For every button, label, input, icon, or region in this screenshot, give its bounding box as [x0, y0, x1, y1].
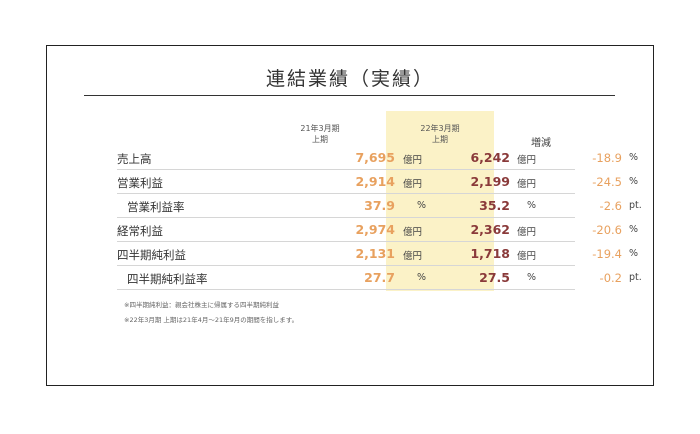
header-diff: 増減 — [531, 138, 551, 149]
prev-unit: 億円 — [403, 179, 423, 190]
diff-unit: % — [629, 248, 639, 259]
prev-value: 7,695 — [355, 150, 395, 165]
slide-frame: 連結業績（実績） 21年3月期 上期 22年3月期 上期 増減 売上高 7,69… — [46, 45, 654, 386]
prev-unit: % — [417, 200, 427, 211]
header-curr-year: 22年3月期 — [420, 124, 460, 133]
prev-value: 27.7 — [364, 270, 395, 285]
curr-value: 27.5 — [479, 270, 510, 285]
row-divider — [117, 217, 575, 218]
curr-unit: 億円 — [517, 179, 537, 190]
diff-unit: % — [629, 176, 639, 187]
diff-unit: pt. — [629, 200, 642, 211]
row-label: 営業利益 — [117, 176, 163, 190]
diff-unit: % — [629, 224, 639, 235]
curr-value: 35.2 — [479, 198, 510, 213]
diff-value: -0.2 — [599, 271, 622, 285]
curr-value: 2,362 — [470, 222, 510, 237]
diff-unit: % — [629, 152, 639, 163]
row-divider — [117, 289, 575, 290]
diff-value: -2.6 — [599, 199, 622, 213]
prev-value: 2,131 — [355, 246, 395, 261]
diff-unit: pt. — [629, 272, 642, 283]
diff-value: -18.9 — [592, 151, 622, 165]
header-prev-year: 21年3月期 — [300, 124, 340, 133]
row-divider — [117, 193, 575, 194]
row-label: 営業利益率 — [127, 200, 185, 214]
header-prev-half: 上期 — [312, 135, 328, 144]
row-divider — [117, 169, 575, 170]
row-divider — [117, 241, 575, 242]
curr-unit: % — [527, 200, 537, 211]
diff-value: -24.5 — [592, 175, 622, 189]
table-row: 四半期純利益 2,131 億円 1,718 億円 -19.4 % — [117, 244, 638, 266]
table-row: 営業利益 2,914 億円 2,199 億円 -24.5 % — [117, 172, 638, 194]
diff-value: -19.4 — [592, 247, 622, 261]
curr-unit: 億円 — [517, 227, 537, 238]
footnote: ※22年3月期 上期は21年4月～21年9月の期間を指します。 — [124, 316, 299, 324]
table-row: 四半期純利益率 27.7 % 27.5 % -0.2 pt. — [117, 268, 642, 290]
prev-unit: 億円 — [403, 251, 423, 262]
header-curr-period: 22年3月期 上期 — [395, 123, 485, 145]
prev-unit: 億円 — [403, 227, 423, 238]
title-underline — [84, 95, 615, 96]
row-label: 経常利益 — [117, 224, 163, 238]
table-row: 営業利益率 37.9 % 35.2 % -2.6 pt. — [117, 196, 642, 218]
table-row: 売上高 7,695 億円 6,242 億円 -18.9 % — [117, 148, 638, 170]
prev-value: 2,974 — [355, 222, 395, 237]
prev-value: 37.9 — [364, 198, 395, 213]
curr-unit: % — [527, 272, 537, 283]
footnote: ※四半期純利益：親会社株主に帰属する四半期純利益 — [124, 301, 279, 309]
curr-value: 2,199 — [470, 174, 510, 189]
table-row: 経常利益 2,974 億円 2,362 億円 -20.6 % — [117, 220, 638, 242]
current-period-highlight — [386, 111, 494, 291]
row-label: 四半期純利益 — [117, 248, 186, 262]
curr-unit: 億円 — [517, 251, 537, 262]
row-label: 四半期純利益率 — [127, 272, 208, 286]
header-prev-period: 21年3月期 上期 — [275, 123, 365, 145]
row-divider — [117, 265, 575, 266]
curr-value: 6,242 — [470, 150, 510, 165]
diff-value: -20.6 — [592, 223, 622, 237]
row-label: 売上高 — [117, 152, 152, 166]
prev-unit: % — [417, 272, 427, 283]
prev-unit: 億円 — [403, 155, 423, 166]
prev-value: 2,914 — [355, 174, 395, 189]
slide-title: 連結業績（実績） — [265, 68, 434, 90]
curr-value: 1,718 — [470, 246, 510, 261]
curr-unit: 億円 — [517, 155, 537, 166]
header-curr-half: 上期 — [432, 135, 448, 144]
